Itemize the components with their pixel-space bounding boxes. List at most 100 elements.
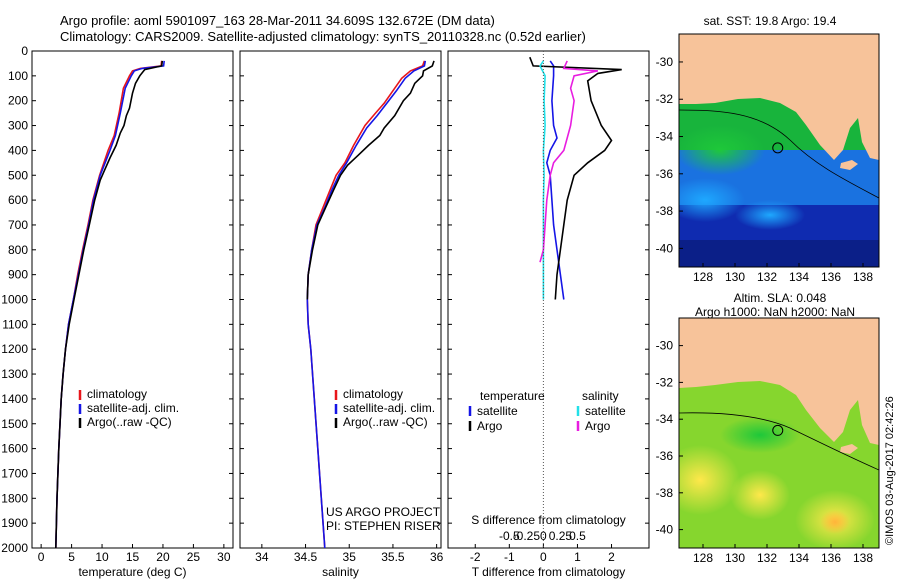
differences-series-temperature-argo bbox=[529, 56, 622, 300]
temperature-xlabel: temperature (deg C) bbox=[78, 565, 186, 579]
depth-tick-label: 100 bbox=[8, 69, 28, 83]
sla-map-lat-label: -30 bbox=[656, 339, 674, 353]
sst-map-lat-label: -40 bbox=[656, 241, 674, 255]
temperature-series-satellite-adj-clim- bbox=[55, 60, 165, 549]
imos-stamp: ©IMOS 03-Aug-2017 02:42:26 bbox=[884, 396, 896, 545]
sla-bathymetry-contour bbox=[679, 412, 879, 471]
sst-map-lon-label: 134 bbox=[789, 270, 809, 284]
depth-tick-label: 1200 bbox=[1, 342, 28, 356]
differences-frame bbox=[447, 50, 650, 549]
differences-top-tick-label: -0.25 bbox=[513, 529, 541, 543]
salinity-xtick-label: 35 bbox=[343, 550, 357, 564]
sst-land-australia bbox=[679, 34, 879, 160]
sst-map-lon-label: 132 bbox=[757, 270, 777, 284]
sst-green-blob bbox=[679, 125, 765, 175]
temperature-xtick-label: 10 bbox=[95, 550, 109, 564]
sla-map-lon-label: 132 bbox=[757, 551, 777, 565]
sla-map bbox=[679, 318, 879, 548]
depth-tick-label: 500 bbox=[8, 168, 28, 182]
sst-map-lat-label: -30 bbox=[656, 55, 674, 69]
sst-cold-band bbox=[679, 240, 879, 267]
differences-legend-label: Argo bbox=[477, 419, 503, 433]
sla-map-frame bbox=[678, 317, 880, 549]
figure-title-line1: Argo profile: aoml 5901097_163 28-Mar-20… bbox=[60, 13, 495, 28]
temperature-legend-label: Argo(..raw -QC) bbox=[87, 415, 172, 429]
sst-map-lat-label: -36 bbox=[656, 167, 674, 181]
sla-map-lat-label: -36 bbox=[656, 449, 674, 463]
differences-xtick-label: -1 bbox=[504, 550, 515, 564]
temperature-frame bbox=[31, 50, 234, 549]
salinity-series-satellite-adj-clim- bbox=[306, 60, 427, 549]
sst-bathymetry-contour bbox=[679, 109, 879, 199]
depth-tick-label: 1600 bbox=[1, 442, 28, 456]
sla-map-lon-label: 130 bbox=[725, 551, 745, 565]
sla-map-lon-label: 128 bbox=[693, 551, 713, 565]
differences-series-salinity-argo bbox=[539, 60, 599, 263]
depth-tick-label: 300 bbox=[8, 119, 28, 133]
differences-top-tick-label: 0 bbox=[540, 529, 547, 543]
depth-tick-label: 1100 bbox=[2, 317, 28, 331]
sst-map-lat-label: -38 bbox=[656, 204, 674, 218]
temperature-legend-label: satellite-adj. clim. bbox=[87, 401, 179, 415]
sla-map-lat-label: -34 bbox=[656, 412, 674, 426]
salinity-xtick-label: 35.5 bbox=[381, 550, 405, 564]
differences-legend-label: satellite bbox=[477, 404, 518, 418]
depth-tick-label: 800 bbox=[8, 243, 28, 257]
sla-map-lat-label: -32 bbox=[656, 375, 674, 389]
temperature-xtick-label: 25 bbox=[187, 550, 201, 564]
salinity-legend-label: Argo(..raw -QC) bbox=[343, 415, 428, 429]
depth-tick-label: 900 bbox=[8, 268, 28, 282]
sla-map-lat-label: -38 bbox=[656, 486, 674, 500]
temperature-legend-label: climatology bbox=[87, 387, 147, 401]
differences-legend-group: salinity bbox=[582, 389, 619, 403]
salinity-annotation: PI: STEPHEN RISER bbox=[326, 519, 441, 533]
sst-map-lon-label: 128 bbox=[693, 270, 713, 284]
differences-legend-label: satellite bbox=[585, 404, 626, 418]
salinity-annotation: US ARGO PROJECT bbox=[326, 505, 441, 519]
sla-map-lat-label: -40 bbox=[656, 523, 674, 537]
differences-legend-group: temperature bbox=[480, 389, 545, 403]
sla-kangaroo-island bbox=[840, 444, 858, 454]
salinity-series-argo-raw-qc- bbox=[306, 60, 435, 300]
sla-low-blob bbox=[720, 417, 800, 453]
salinity-legend-label: climatology bbox=[343, 387, 403, 401]
differences-top-label: S difference from climatology bbox=[471, 513, 626, 527]
differences-series-salinity-satellite bbox=[539, 60, 546, 300]
temperature-xtick-label: 30 bbox=[217, 550, 231, 564]
figure-title-line2: Climatology: CARS2009. Satellite-adjuste… bbox=[60, 29, 586, 44]
differences-top-tick-label: 0.25 bbox=[549, 529, 573, 543]
depth-tick-label: 700 bbox=[8, 218, 28, 232]
sst-map-lon-label: 138 bbox=[853, 270, 873, 284]
sla-map-title-line1: Altim. SLA: 0.048 bbox=[734, 291, 827, 305]
salinity-frame bbox=[239, 50, 442, 549]
sla-map-lon-label: 138 bbox=[853, 551, 873, 565]
depth-tick-label: 400 bbox=[8, 143, 28, 157]
salinity-xlabel: salinity bbox=[322, 565, 359, 579]
differences-top-tick-label: 0.5 bbox=[569, 529, 586, 543]
sla-high-blob-2 bbox=[730, 470, 790, 520]
sla-map-lon-label: 134 bbox=[789, 551, 809, 565]
sst-map-title: sat. SST: 19.8 Argo: 19.4 bbox=[704, 14, 837, 28]
salinity-legend-label: satellite-adj. clim. bbox=[343, 401, 435, 415]
depth-tick-label: 1400 bbox=[1, 392, 28, 406]
sst-cyan-blob bbox=[735, 200, 805, 230]
sst-map-lat-label: -34 bbox=[656, 130, 674, 144]
depth-tick-label: 1300 bbox=[1, 367, 28, 381]
depth-tick-label: 0 bbox=[21, 44, 28, 58]
sla-map-lon-label: 136 bbox=[821, 551, 841, 565]
depth-tick-label: 600 bbox=[8, 193, 28, 207]
salinity-xtick-label: 36 bbox=[430, 550, 444, 564]
sla-map-title-line2: Argo h1000: NaN h2000: NaN bbox=[695, 305, 855, 319]
differences-legend-label: Argo bbox=[585, 419, 611, 433]
temperature-xtick-label: 20 bbox=[156, 550, 170, 564]
differences-xtick-label: 2 bbox=[608, 550, 615, 564]
differences-xlabel: T difference from climatology bbox=[472, 565, 626, 579]
sst-warm-blob bbox=[679, 178, 745, 222]
salinity-xtick-label: 34.5 bbox=[294, 550, 318, 564]
depth-tick-label: 1000 bbox=[1, 293, 28, 307]
depth-tick-label: 200 bbox=[8, 94, 28, 108]
sla-land-australia bbox=[679, 318, 879, 445]
depth-tick-label: 1800 bbox=[1, 491, 28, 505]
